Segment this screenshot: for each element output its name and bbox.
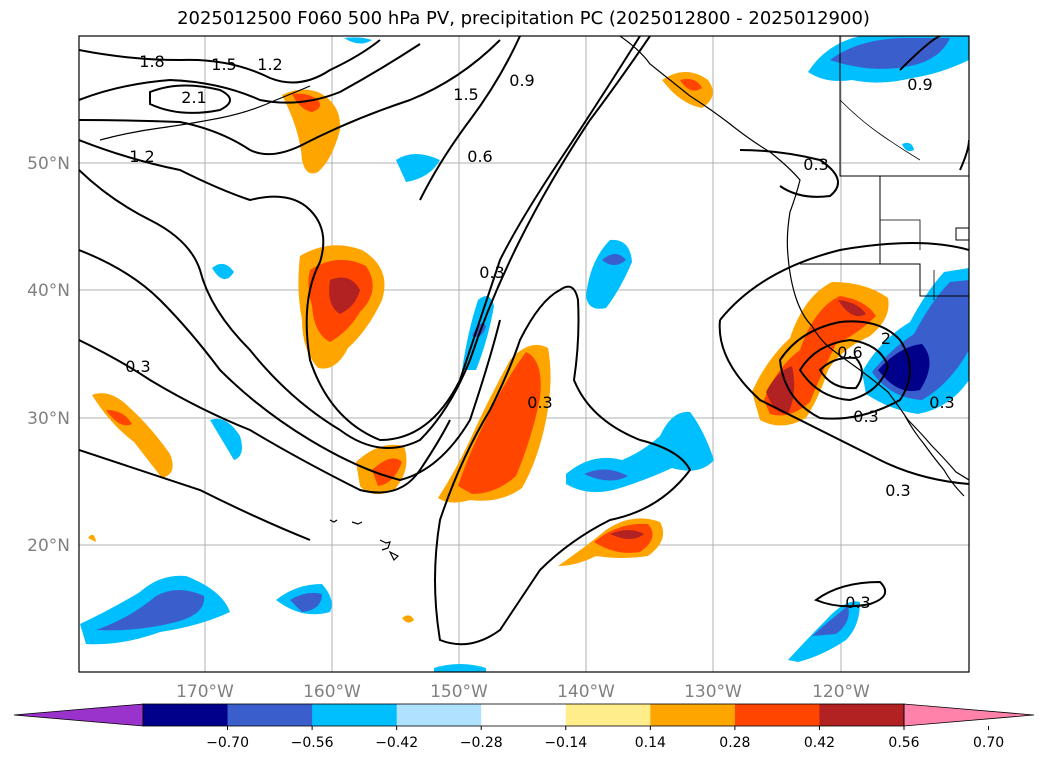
colorbar-outline	[142, 703, 905, 727]
contour-label: 0.3	[125, 357, 150, 376]
lon-label: 130°W	[684, 682, 742, 702]
colorbar-segment	[227, 704, 313, 726]
colorbar-segment	[565, 704, 651, 726]
contour-label: 1.5	[211, 55, 236, 74]
contour-label: 0.3	[853, 407, 878, 426]
contour-label: 0.3	[885, 481, 910, 500]
colorbar-segment	[819, 704, 905, 726]
contour-label: 1.2	[257, 55, 282, 74]
colorbar: −0.70 −0.56 −0.42 −0.28 −0.14 0.14 0.28 0.42 0.5…	[13, 703, 1035, 751]
colorbar-tick-label: −0.42	[375, 735, 418, 751]
longitude-labels: 170°W 160°W 150°W 140°W 130°W 120°W	[176, 682, 870, 702]
lon-label: 150°W	[430, 682, 488, 702]
colorbar-ticks: −0.70 −0.56 −0.42 −0.28 −0.14 0.14 0.28 0.42 0.5…	[206, 726, 1004, 751]
contour-label: 1.5	[453, 85, 478, 104]
colorbar-tick-label: −0.14	[544, 735, 587, 751]
precip-shading	[80, 36, 969, 672]
colorbar-tick-label: 0.28	[719, 735, 750, 751]
colorbar-tick-label: 0.70	[973, 735, 1004, 751]
colorbar-tick-label: 0.42	[804, 735, 835, 751]
lon-label: 140°W	[557, 682, 615, 702]
map-frame	[78, 35, 970, 673]
contour-label: 0.9	[509, 71, 534, 90]
colorbar-extend-max	[904, 704, 1034, 726]
contour-label: 1.8	[139, 52, 164, 71]
colorbar-segment	[734, 704, 820, 726]
contour-label: 0.6	[467, 147, 492, 166]
contour-labels: 1.8 1.5 1.2 2.1 1.2 1.5 0.9 0.6 0.3 0.3 …	[125, 52, 954, 612]
latitude-labels: 50°N 40°N 30°N 20°N	[27, 154, 70, 556]
contour-label: 0.3	[527, 393, 552, 412]
colorbar-extend-min	[14, 704, 143, 726]
contour-label: 2.1	[181, 88, 206, 107]
lat-label: 50°N	[27, 154, 70, 174]
map-content: 1.8 1.5 1.2 2.1 1.2 1.5 0.9 0.6 0.3 0.3 …	[79, 36, 969, 672]
lon-label: 160°W	[303, 682, 361, 702]
colorbar-tick-label: −0.56	[291, 735, 334, 751]
contour-label: 2	[881, 329, 891, 348]
contour-label: 1.2	[129, 147, 154, 166]
contour-label: 0.3	[845, 593, 870, 612]
colorbar-segments	[14, 704, 1034, 726]
colorbar-tick-label: 0.14	[635, 735, 666, 751]
contour-label: 0.9	[907, 75, 932, 94]
colorbar-tick-label: −0.28	[460, 735, 503, 751]
colorbar-segment	[143, 704, 229, 726]
contour-label: 0.3	[929, 393, 954, 412]
colorbar-segment	[650, 704, 736, 726]
colorbar-segment	[312, 704, 398, 726]
pv-contours	[79, 36, 969, 646]
contour-label: 0.3	[803, 155, 828, 174]
lat-label: 40°N	[27, 281, 70, 301]
lon-label: 170°W	[176, 682, 234, 702]
colorbar-segment	[396, 704, 482, 726]
contour-label: 0.6	[837, 343, 862, 362]
coastlines	[99, 36, 969, 562]
lat-label: 20°N	[27, 536, 70, 556]
contour-label: 0.3	[479, 263, 504, 282]
colorbar-tick-label: −0.70	[206, 735, 249, 751]
colorbar-tick-label: 0.56	[888, 735, 919, 751]
map-title: 2025012500 F060 500 hPa PV, precipitatio…	[177, 8, 870, 29]
lon-label: 120°W	[812, 682, 870, 702]
lat-label: 30°N	[27, 409, 70, 429]
colorbar-segment	[481, 704, 567, 726]
